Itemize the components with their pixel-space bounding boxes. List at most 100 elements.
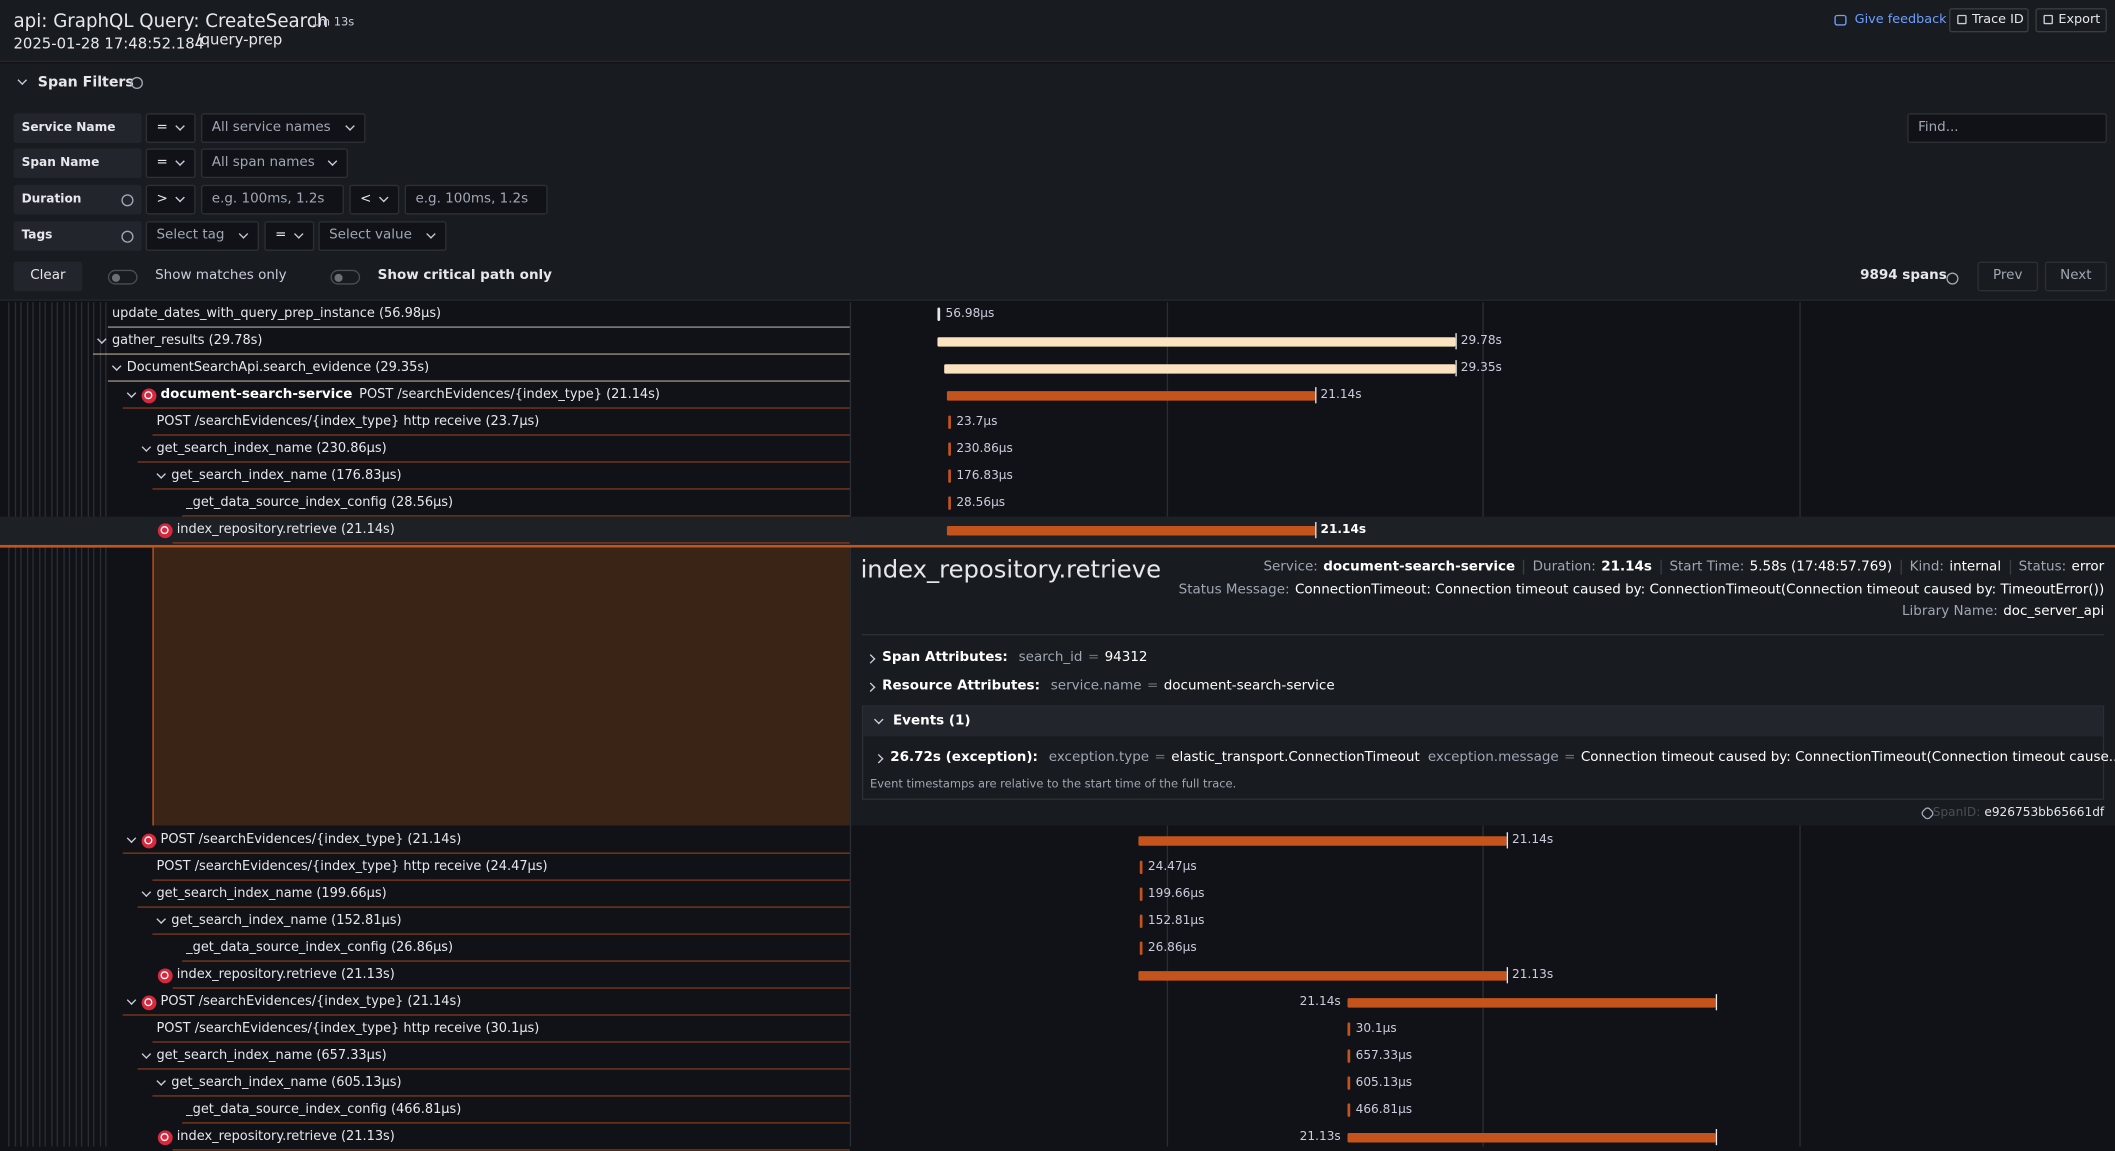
filter-input[interactable]: e.g. 100ms, 1.2s (405, 185, 548, 215)
attr-eq: = (1088, 650, 1099, 665)
span-bar-end (1315, 387, 1316, 403)
error-icon-ring (144, 998, 152, 1006)
export-button[interactable]: Export (2035, 8, 2106, 32)
span-bar (937, 337, 1455, 346)
span-duration: 605.13µs (1356, 1071, 1413, 1095)
span-row[interactable]: update_dates_with_query_prep_instance (5… (112, 302, 441, 326)
resource-attributes[interactable]: Resource Attributes:service.name=documen… (882, 674, 1334, 698)
span-bar-end (1315, 522, 1316, 538)
span-row[interactable]: POST /searchEvidences/{index_type} http … (156, 410, 539, 434)
span-row[interactable]: gather_results (29.78s) (112, 329, 263, 353)
span-row[interactable]: index_repository.retrieve (21.13s) (177, 1125, 395, 1149)
filter-input[interactable]: All service names (201, 113, 366, 143)
span-duration: 230.86µs (956, 437, 1013, 461)
span-bar (1140, 915, 1143, 928)
tree-guide (26, 302, 27, 1146)
filter-label: Tags (22, 224, 53, 248)
filter-input[interactable]: > (146, 185, 196, 215)
field-label: Duration: (1533, 560, 1596, 575)
clear-label: Clear (13, 262, 82, 292)
field-value: doc_server_api (2003, 604, 2104, 619)
span-duration: 199.66µs (1148, 882, 1205, 906)
detail-separator (862, 634, 2104, 635)
chevron (127, 388, 137, 398)
clear-button[interactable]: Clear (13, 262, 82, 292)
span-row[interactable]: DocumentSearchApi.search_evidence (29.35… (127, 356, 429, 380)
filter-input[interactable]: < (349, 185, 399, 215)
span-row[interactable]: POST /searchEvidences/{index_type} http … (156, 1017, 539, 1041)
feedback-link[interactable]: Give feedback (1855, 8, 1947, 32)
info-icon (130, 76, 142, 88)
span-row[interactable]: POST /searchEvidences/{index_type} http … (156, 855, 547, 879)
chevron (142, 442, 152, 452)
span-duration: 28.56µs (956, 491, 1005, 515)
span-bar-end (1716, 994, 1717, 1010)
span-row[interactable]: _get_data_source_index_config (466.81µs) (186, 1098, 461, 1122)
span-row[interactable]: get_search_index_name (176.83µs) (171, 464, 401, 488)
span-duration: 23.7µs (956, 410, 997, 434)
event-row[interactable]: 26.72s (exception):exception.type=elasti… (890, 746, 2115, 770)
span-duration: 657.33µs (1356, 1044, 1413, 1068)
span-row[interactable]: get_search_index_name (657.33µs) (156, 1044, 386, 1068)
span-row[interactable]: get_search_index_name (199.66µs) (156, 882, 386, 906)
attr-eq: = (1564, 750, 1575, 765)
row-underline (138, 906, 850, 907)
span-row[interactable]: _get_data_source_index_config (28.56µs) (186, 491, 453, 515)
toggle[interactable] (108, 270, 138, 285)
span-row[interactable]: POST /searchEvidences/{index_type} (21.1… (161, 990, 462, 1014)
filter-input[interactable]: All span names (201, 148, 348, 178)
button-icon (2044, 15, 2053, 24)
filter-input-text: Select value (329, 223, 412, 250)
filter-input[interactable]: = (146, 148, 196, 178)
row-underline (152, 434, 849, 435)
filter-input-text: e.g. 100ms, 1.2s (212, 186, 325, 213)
filter-input[interactable]: e.g. 100ms, 1.2s (201, 185, 344, 215)
chevron (156, 469, 166, 479)
tree-guide (93, 302, 94, 1146)
attr-key: search_id (1019, 650, 1083, 665)
span-row[interactable]: get_search_index_name (230.86µs) (156, 437, 386, 461)
detail-fields: Service:document-search-serviceDuration:… (1263, 556, 2104, 580)
attr-value: document-search-service (1164, 678, 1335, 693)
span-label: get_search_index_name (657.33µs) (156, 1048, 386, 1063)
filter-input[interactable]: = (146, 113, 196, 143)
field-label: Status Message: (1179, 583, 1290, 598)
span-row[interactable]: get_search_index_name (152.81µs) (171, 909, 401, 933)
find-input[interactable]: Find... (1907, 113, 2107, 143)
span-bar (1348, 1132, 1716, 1141)
error-icon (157, 968, 172, 983)
span-row[interactable]: POST /searchEvidences/{index_type} (21.1… (161, 828, 462, 852)
detail-title: index_repository.retrieve (861, 558, 1161, 582)
span-label: get_search_index_name (230.86µs) (156, 441, 386, 456)
span-row[interactable]: _get_data_source_index_config (26.86µs) (186, 936, 453, 960)
span-label: gather_results (29.78s) (112, 333, 263, 348)
span-row[interactable]: get_search_index_name (605.13µs) (171, 1071, 401, 1095)
span-label: _get_data_source_index_config (466.81µs) (186, 1102, 461, 1117)
next-button[interactable]: Next (2045, 262, 2107, 292)
attr-title: Resource Attributes: (882, 678, 1040, 693)
span-id[interactable]: SpanID:e926753bb65661df (1933, 801, 2104, 825)
span-duration: 21.14s (1300, 990, 1341, 1014)
field-value: error (2072, 560, 2105, 575)
span-row[interactable]: document-search-servicePOST /searchEvide… (161, 383, 660, 407)
error-icon (141, 388, 156, 403)
prev-button[interactable]: Prev (1977, 262, 2038, 292)
span-label: get_search_index_name (605.13µs) (171, 1075, 401, 1090)
attr-key: exception.message (1428, 750, 1559, 765)
field-label: Service: (1263, 560, 1317, 575)
span-label: DocumentSearchApi.search_evidence (29.35… (127, 360, 429, 375)
tree-guide (45, 302, 46, 1146)
span-bar (948, 415, 951, 428)
span-bar (1138, 836, 1506, 845)
tree-guide (75, 302, 76, 1146)
attr-value: elastic_transport.ConnectionTimeout (1171, 750, 1420, 765)
span-row[interactable]: index_repository.retrieve (21.14s) (177, 518, 395, 542)
next-button-label: Next (2046, 263, 2105, 290)
row-underline (173, 1149, 850, 1150)
error-icon (141, 995, 156, 1010)
filter-input[interactable]: = (264, 221, 314, 251)
trace-id-button[interactable]: Trace ID (1949, 8, 2029, 32)
toggle[interactable] (330, 270, 360, 285)
span-attributes[interactable]: Span Attributes:search_id=94312 (882, 646, 1147, 670)
span-row[interactable]: index_repository.retrieve (21.13s) (177, 963, 395, 987)
